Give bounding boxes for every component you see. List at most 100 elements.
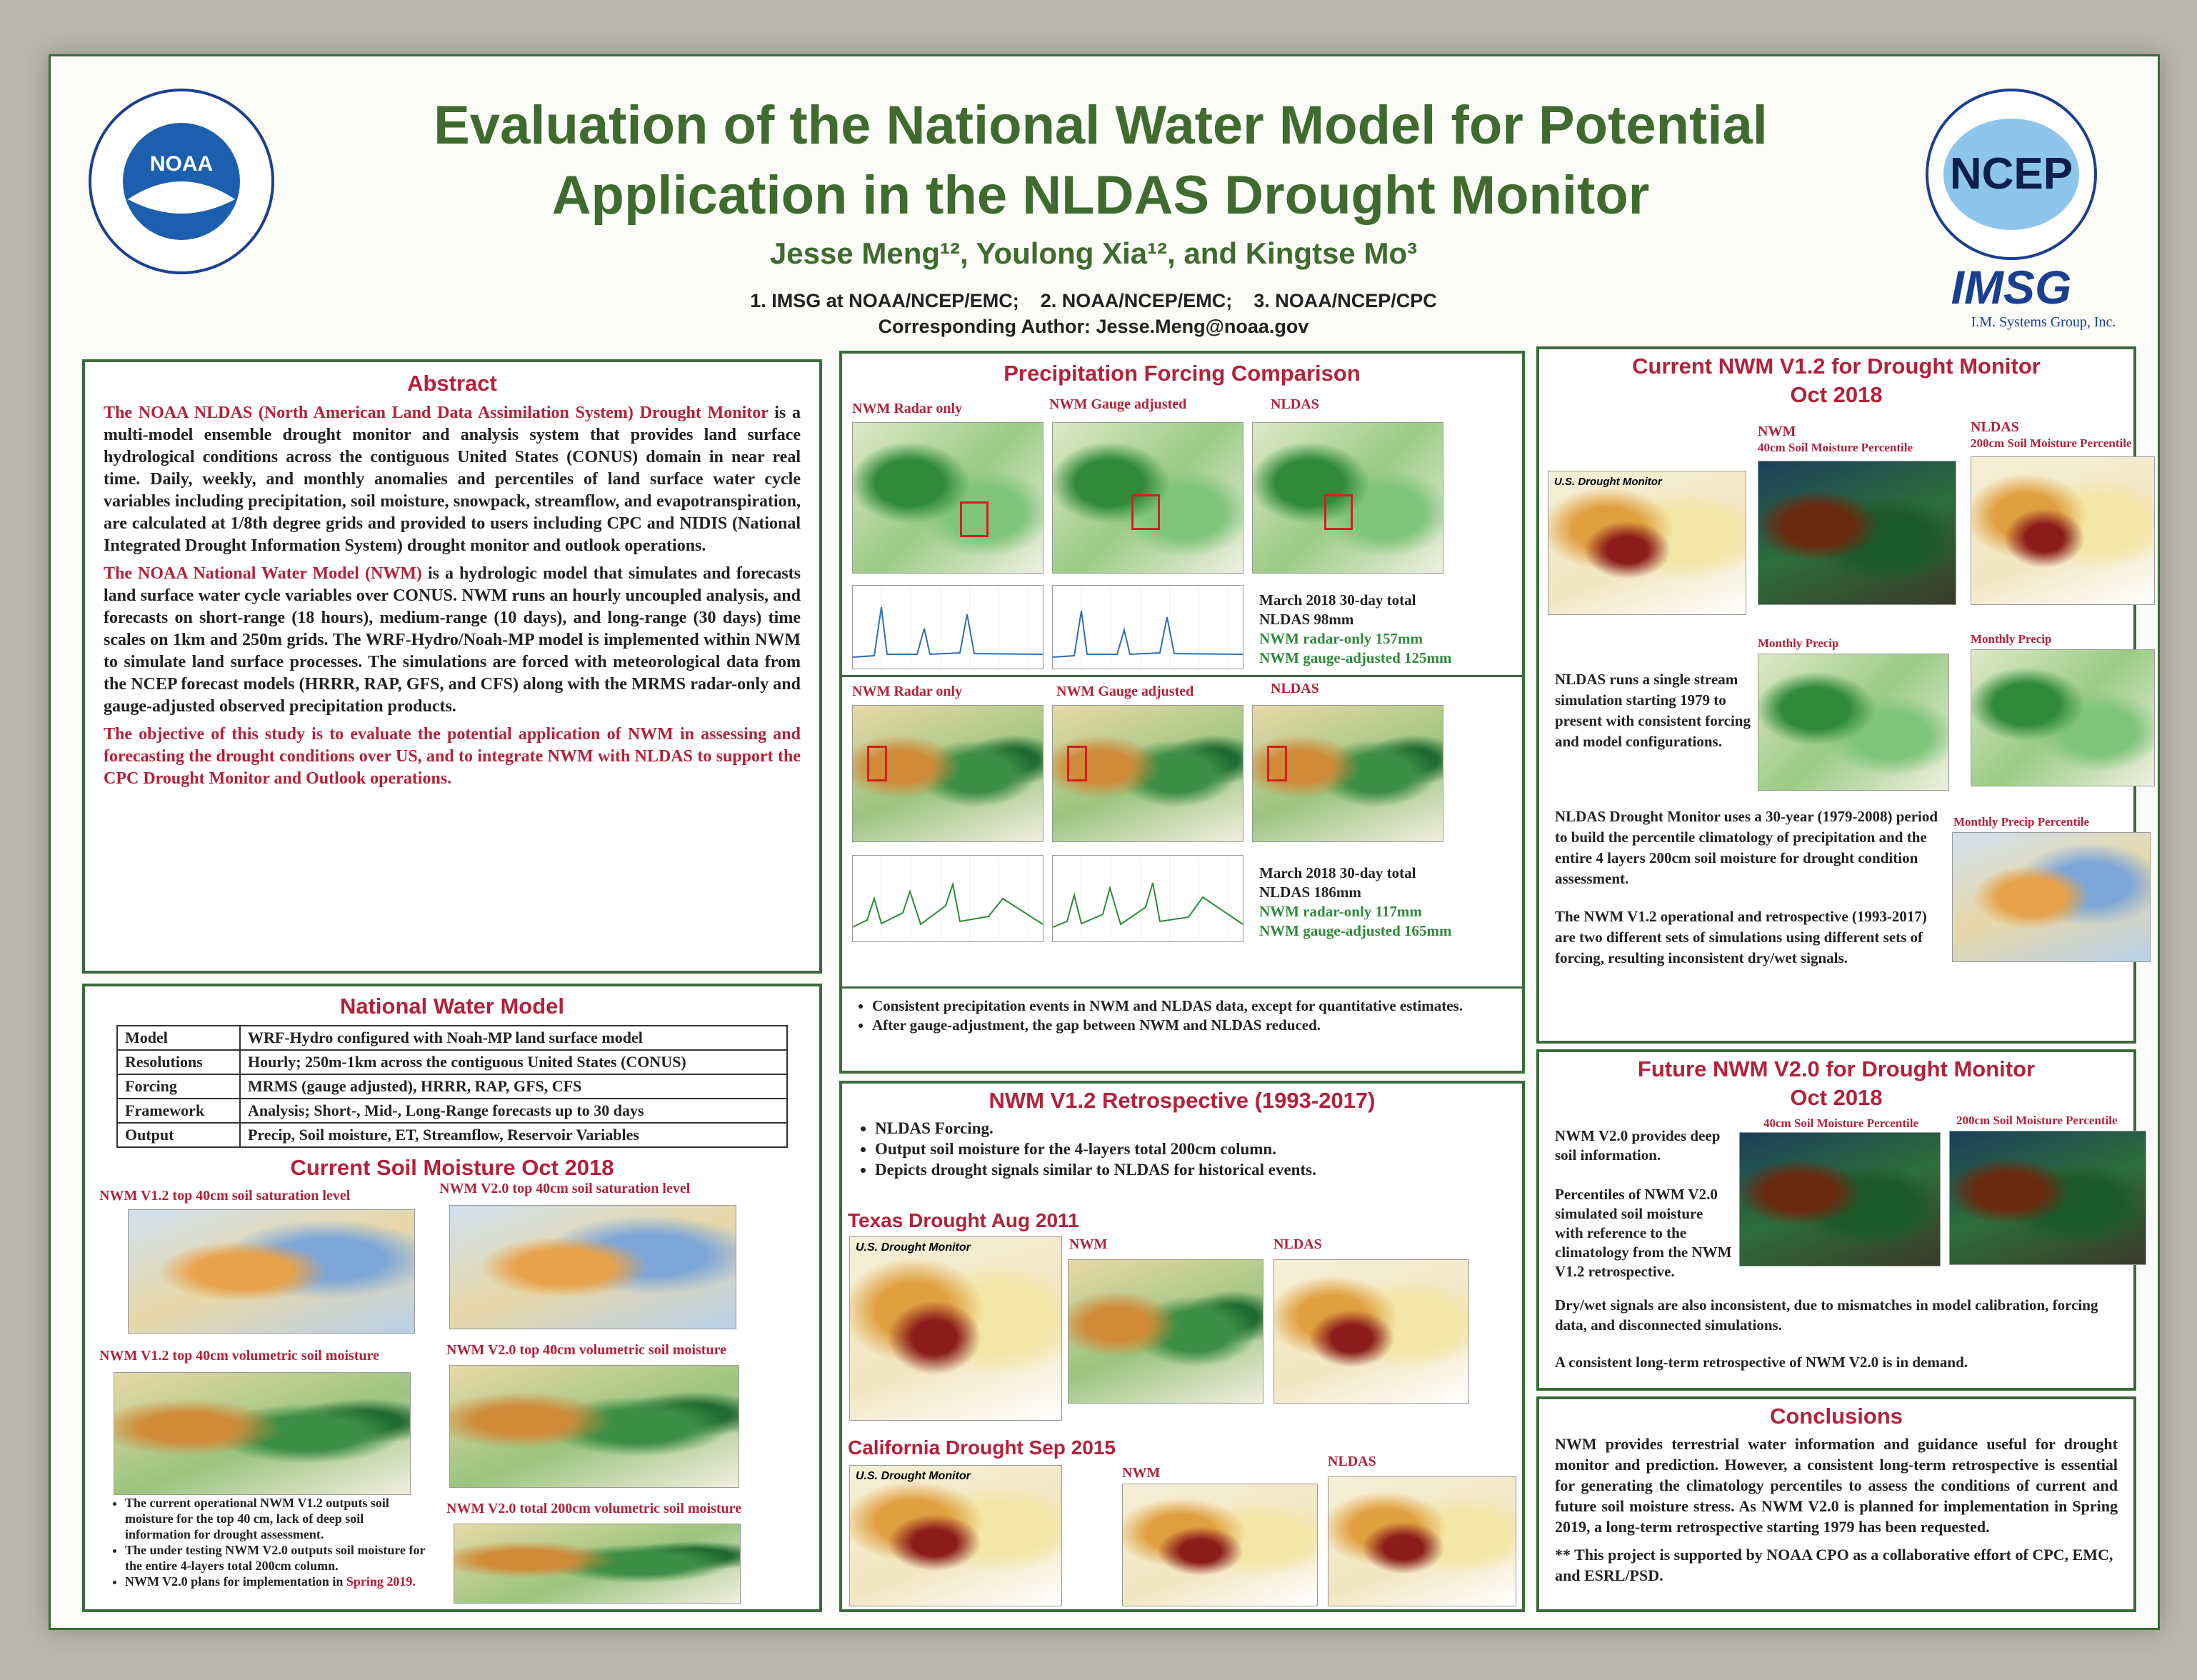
west-stat-radar: NWM radar-only 117mm xyxy=(1259,903,1422,920)
abstract-title: Abstract xyxy=(407,371,497,396)
california-map-nldas xyxy=(1328,1476,1516,1606)
retro-bullets: NLDAS Forcing. Output soil moisture for … xyxy=(854,1118,1511,1180)
future-label-200cm: 200cm Soil Moisture Percentile xyxy=(1956,1114,2118,1127)
current-label-monthly-nldas: Monthly Precip xyxy=(1971,632,2052,646)
west-label-radar: NWM Radar only xyxy=(852,684,963,699)
conclusions-panel: Conclusions NWM provides terrestrial wat… xyxy=(1536,1396,2136,1612)
abstract-p1-text: is a multi-model ensemble drought monito… xyxy=(104,404,801,555)
nwm-table-row: Framework Analysis; Short-, Mid-, Long-Ra… xyxy=(116,1098,788,1124)
nwm-table-value: Hourly; 250m-1km across the contiguous U… xyxy=(239,1049,788,1075)
map-v12-saturation xyxy=(128,1209,415,1334)
west-label-nldas: NLDAS xyxy=(1271,681,1319,696)
nwm-table: Model WRF-Hydro configured with Noah-MP l… xyxy=(116,1025,788,1148)
west-stat-period: March 2018 30-day total xyxy=(1259,864,1416,881)
label-v12-volumetric: NWM V1.2 top 40cm volumetric soil moistu… xyxy=(99,1348,379,1364)
current-map-precip-percentile xyxy=(1952,832,2151,962)
current-text-3: The NWM V1.2 operational and retrospecti… xyxy=(1555,908,1927,966)
nwm-table-key: Output xyxy=(116,1122,241,1148)
abstract-p1-highlight: The NOAA NLDAS (North American Land Data… xyxy=(104,404,769,422)
future-title-1: Future NWM V2.0 for Drought Monitor xyxy=(1637,1056,2036,1081)
noaa-logo-text: NOAA xyxy=(150,152,213,176)
future-text-3: Dry/wet signals are also inconsistent, d… xyxy=(1555,1296,2098,1334)
label-v20-volumetric: NWM V2.0 top 40cm volumetric soil moistu… xyxy=(446,1342,726,1358)
abstract-objective: The objective of this study is to evalua… xyxy=(104,725,801,788)
california-usdm-label: U.S. Drought Monitor xyxy=(856,1470,971,1482)
map-v20-saturation xyxy=(449,1205,736,1329)
conclusions-text: NWM provides terrestrial water informati… xyxy=(1555,1435,2118,1536)
retro-bullet-3: Depicts drought signals similar to NLDAS… xyxy=(875,1159,1511,1180)
east-map-radar xyxy=(852,422,1044,574)
future-text-1: NWM V2.0 provides deep soil information. xyxy=(1555,1127,1721,1164)
retro-bullet-1: NLDAS Forcing. xyxy=(875,1118,1511,1139)
imsg-logo-text: IMSG xyxy=(1951,261,2072,314)
map-v12-volumetric xyxy=(114,1372,411,1495)
title-line-2: Application in the NLDAS Drought Monitor xyxy=(551,165,1650,226)
conclusions-title: Conclusions xyxy=(1769,1404,1903,1429)
current-title-1: Current NWM V1.2 for Drought Monitor xyxy=(1632,354,2041,379)
east-stat-radar: NWM radar-only 157mm xyxy=(1259,630,1423,647)
current-text-2: NLDAS Drought Monitor uses a 30-year (19… xyxy=(1555,808,1938,887)
nwm-table-key: Resolutions xyxy=(116,1049,241,1075)
precip-bullet-1: Consistent precipitation events in NWM a… xyxy=(872,996,1513,1016)
soil-moisture-title: Current Soil Moisture Oct 2018 xyxy=(290,1155,614,1180)
texas-title: Texas Drought Aug 2011 xyxy=(848,1209,1079,1231)
east-stats: March 2018 30-day total NLDAS 98mm NWM r… xyxy=(1259,591,1451,668)
future-map-200cm xyxy=(1949,1131,2146,1265)
retro-title: NWM V1.2 Retrospective (1993-2017) xyxy=(989,1088,1376,1113)
west-timeseries-radar xyxy=(852,855,1044,942)
affiliations: 1. IMSG at NOAA/NCEP/EMC; 2. NOAA/NCEP/E… xyxy=(408,288,1779,339)
nwm-table-value: Precip, Soil moisture, ET, Streamflow, R… xyxy=(239,1122,788,1148)
abstract-panel: Abstract The NOAA NLDAS (North American … xyxy=(82,359,822,974)
soil-bullet-3: NWM V2.0 plans for implementation in Spr… xyxy=(125,1574,428,1589)
east-stat-period: March 2018 30-day total xyxy=(1259,591,1416,609)
nwm-table-value: WRF-Hydro configured with Noah-MP land s… xyxy=(239,1025,788,1051)
future-label-40cm: 40cm Soil Moisture Percentile xyxy=(1763,1116,1919,1130)
precip-west-section: NWM Radar only NWM Gauge adjusted NLDAS … xyxy=(842,679,1522,989)
precip-east-section: NWM Radar only NWM Gauge adjusted NLDAS … xyxy=(842,396,1522,677)
nwm-table-key: Framework xyxy=(116,1098,241,1124)
current-text-1: NLDAS runs a single stream simulation st… xyxy=(1555,671,1751,750)
west-stats: March 2018 30-day total NLDAS 186mm NWM … xyxy=(1259,864,1451,941)
west-map-radar xyxy=(852,705,1044,842)
nwm-title: National Water Model xyxy=(339,994,565,1019)
label-v20-saturation: NWM V2.0 top 40cm soil saturation level xyxy=(439,1181,691,1196)
texas-map-nldas xyxy=(1273,1259,1469,1404)
east-label-gauge: NWM Gauge adjusted xyxy=(1049,396,1187,412)
current-label-nwm: NWM xyxy=(1758,424,1796,439)
affiliation-list: 1. IMSG at NOAA/NCEP/EMC; 2. NOAA/NCEP/E… xyxy=(750,290,1437,311)
east-timeseries-radar xyxy=(852,585,1044,669)
future-text-4: A consistent long-term retrospective of … xyxy=(1555,1354,1968,1371)
texas-usdm-map: U.S. Drought Monitor xyxy=(849,1236,1062,1421)
current-label-monthly-nwm: Monthly Precip xyxy=(1758,636,1839,650)
soil-bullet-1: The current operational NWM V1.2 outputs… xyxy=(125,1495,428,1542)
current-map-nldas-200cm xyxy=(1971,456,2155,605)
poster-title: Evaluation of the National Water Model f… xyxy=(322,91,1879,231)
abstract-paragraph-2: The NOAA National Water Model (NWM) is a… xyxy=(104,563,801,718)
soil-bullet-3-text: NWM V2.0 plans for implementation in xyxy=(125,1574,344,1589)
authors: Jesse Meng¹², Youlong Xia¹², and Kingtse… xyxy=(769,236,1418,270)
current-label-nldas-sub: 200cm Soil Moisture Percentile xyxy=(1971,436,2132,450)
west-stat-gauge: NWM gauge-adjusted 165mm xyxy=(1259,922,1452,939)
label-v12-saturation: NWM V1.2 top 40cm soil saturation level xyxy=(99,1188,351,1204)
texas-map-nwm xyxy=(1068,1259,1263,1404)
current-map-nwm-40cm xyxy=(1758,461,1956,605)
future-map-40cm xyxy=(1739,1132,1941,1266)
california-label-nwm: NWM xyxy=(1122,1465,1161,1481)
map-v20-volumetric xyxy=(449,1365,739,1488)
west-label-gauge: NWM Gauge adjusted xyxy=(1056,684,1194,699)
abstract-p2-text: is a hydrologic model that simulates and… xyxy=(104,564,801,716)
nwm-table-row: Output Precip, Soil moisture, ET, Streamf… xyxy=(116,1122,788,1148)
east-map-nldas xyxy=(1252,422,1443,574)
precip-title: Precipitation Forcing Comparison xyxy=(1004,361,1361,386)
abstract-p2-highlight: The NOAA National Water Model (NWM) xyxy=(104,564,422,583)
current-label-nwm-sub: 40cm Soil Moisture Percentile xyxy=(1758,441,1913,454)
nwm-table-value: MRMS (gauge adjusted), HRRR, RAP, GFS, C… xyxy=(239,1074,788,1099)
imsg-logo: IMSG I.M. Systems Group, Inc. xyxy=(1908,256,2116,335)
california-map-nwm xyxy=(1122,1484,1318,1606)
current-map-precip-nldas xyxy=(1971,649,2155,786)
current-panel: Current NWM V1.2 for Drought Monitor Oct… xyxy=(1536,346,2155,1044)
abstract-paragraph-1: The NOAA NLDAS (North American Land Data… xyxy=(104,402,801,557)
nwm-table-key: Model xyxy=(116,1025,241,1051)
soil-bullet-3-date: Spring 2019. xyxy=(346,1574,416,1589)
east-label-nldas: NLDAS xyxy=(1271,396,1319,412)
